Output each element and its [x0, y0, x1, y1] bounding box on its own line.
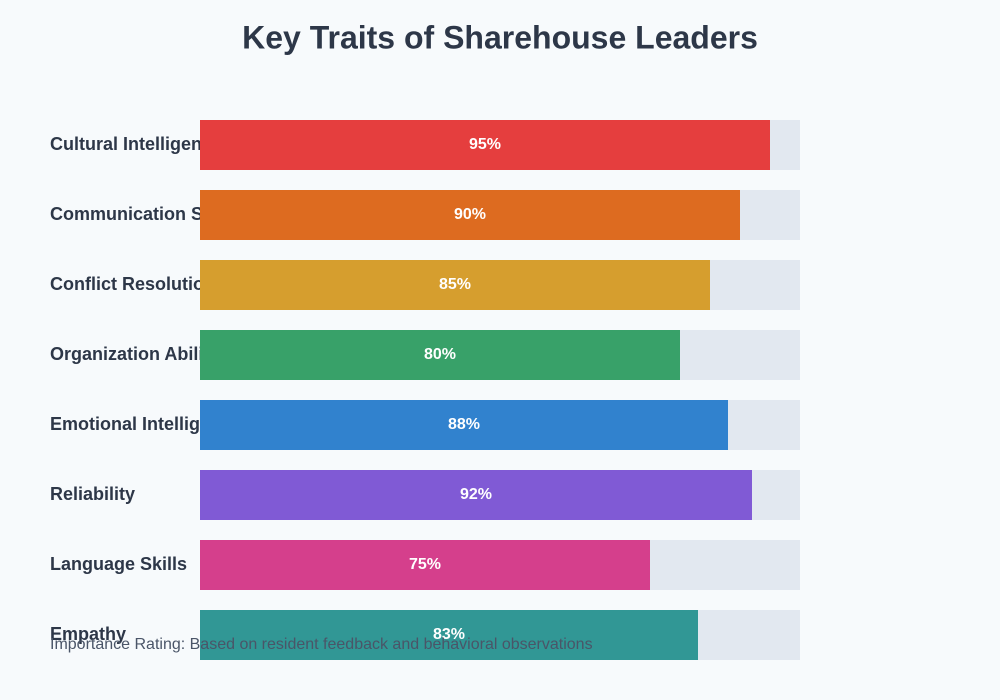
- bar: [200, 190, 740, 240]
- category-label: Organization Ability: [50, 344, 219, 364]
- value-label: 85%: [439, 276, 471, 293]
- category-label: Conflict Resolution: [50, 274, 215, 294]
- bar: [200, 260, 710, 310]
- value-label: 83%: [433, 626, 465, 643]
- value-label: 95%: [469, 136, 501, 153]
- bar: [200, 470, 752, 520]
- category-label: Empathy: [50, 624, 126, 644]
- category-label: Emotional Intelligence: [50, 414, 241, 434]
- bar: [200, 540, 650, 590]
- category-label: Cultural Intelligence: [50, 134, 222, 154]
- footnote: Importance Rating: Based on resident fee…: [50, 636, 593, 653]
- bar: [200, 610, 698, 660]
- bar: [200, 330, 680, 380]
- category-label: Reliability: [50, 484, 135, 504]
- category-label: Language Skills: [50, 554, 187, 574]
- bar: [200, 400, 728, 450]
- chart-title: Key Traits of Sharehouse Leaders: [242, 19, 758, 55]
- value-label: 92%: [460, 486, 492, 503]
- bar: [200, 120, 770, 170]
- value-label: 90%: [454, 206, 486, 223]
- value-label: 80%: [424, 346, 456, 363]
- value-label: 75%: [409, 556, 441, 573]
- category-label: Communication Skills: [50, 204, 238, 224]
- value-label: 88%: [448, 416, 480, 433]
